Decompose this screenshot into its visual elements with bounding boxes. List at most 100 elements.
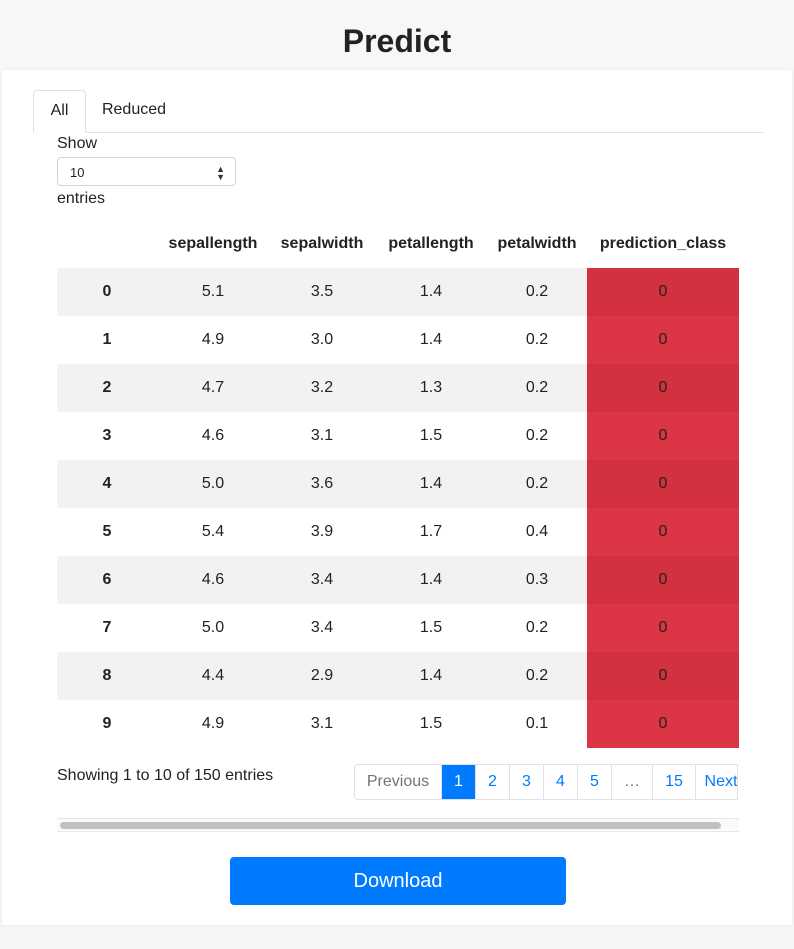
entries-label: entries	[57, 190, 106, 207]
row-index-cell: 4	[57, 460, 157, 508]
page-title: Predict	[0, 0, 794, 70]
header-prediction-class[interactable]: prediction_class	[599, 235, 727, 252]
row-index-cell: 8	[57, 652, 157, 700]
pagination-previous[interactable]: Previous	[366, 773, 430, 790]
row-index-cell: 5	[57, 508, 157, 556]
table-row: 6 4.6 3.4 1.4 0.3 0	[57, 556, 739, 604]
prediction-class-cell: 0	[587, 508, 739, 556]
sepallength-cell: 4.6	[157, 556, 269, 604]
sepalwidth-cell: 3.4	[269, 556, 375, 604]
petallength-cell: 1.4	[375, 652, 487, 700]
header-petallength[interactable]: petallength	[388, 235, 474, 252]
table-row: 2 4.7 3.2 1.3 0.2 0	[57, 364, 739, 412]
petallength-cell: 1.3	[375, 364, 487, 412]
petallength-cell: 1.5	[375, 700, 487, 748]
pagination-ellipsis: …	[611, 765, 652, 799]
row-index-cell: 3	[57, 412, 157, 460]
header-index[interactable]	[57, 220, 157, 268]
petallength-cell: 1.7	[375, 508, 487, 556]
scrollbar-thumb[interactable]	[60, 822, 721, 829]
table-row: 4 5.0 3.6 1.4 0.2 0	[57, 460, 739, 508]
table-row: 8 4.4 2.9 1.4 0.2 0	[57, 652, 739, 700]
sepalwidth-cell: 3.9	[269, 508, 375, 556]
petallength-cell: 1.5	[375, 604, 487, 652]
entries-select-value: 10	[70, 165, 85, 180]
pagination-page-5[interactable]: 5	[577, 765, 611, 799]
petalwidth-cell: 0.1	[487, 700, 587, 748]
main-card: All Reduced Show 10 ▲ ▼ entries sepalleng…	[2, 70, 792, 925]
pagination-page-3[interactable]: 3	[509, 765, 543, 799]
table-row: 5 5.4 3.9 1.7 0.4 0	[57, 508, 739, 556]
table-row: 3 4.6 3.1 1.5 0.2 0	[57, 412, 739, 460]
table-row: 1 4.9 3.0 1.4 0.2 0	[57, 316, 739, 364]
prediction-class-cell: 0	[587, 316, 739, 364]
table-row: 0 5.1 3.5 1.4 0.2 0	[57, 268, 739, 316]
row-index-cell: 9	[57, 700, 157, 748]
sepallength-cell: 4.7	[157, 364, 269, 412]
sort-arrows-icon: ▲ ▼	[216, 164, 225, 182]
petalwidth-cell: 0.2	[487, 652, 587, 700]
prediction-class-cell: 0	[587, 604, 739, 652]
table-row: 7 5.0 3.4 1.5 0.2 0	[57, 604, 739, 652]
sepallength-cell: 5.1	[157, 268, 269, 316]
petallength-cell: 1.4	[375, 556, 487, 604]
petalwidth-cell: 0.2	[487, 604, 587, 652]
petalwidth-cell: 0.4	[487, 508, 587, 556]
petallength-cell: 1.4	[375, 460, 487, 508]
sepallength-cell: 5.0	[157, 460, 269, 508]
petalwidth-cell: 0.2	[487, 316, 587, 364]
tab-reduced[interactable]: Reduced	[101, 101, 167, 118]
prediction-class-cell: 0	[587, 700, 739, 748]
header-sepallength[interactable]: sepallength	[168, 235, 258, 252]
petalwidth-cell: 0.3	[487, 556, 587, 604]
row-index-cell: 0	[57, 268, 157, 316]
table-row: 9 4.9 3.1 1.5 0.1 0	[57, 700, 739, 748]
pagination: Previous 1 2 3 4 5 … 15 Next	[354, 764, 738, 800]
sepallength-cell: 4.9	[157, 316, 269, 364]
petallength-cell: 1.5	[375, 412, 487, 460]
tab-all[interactable]: All	[33, 90, 86, 133]
prediction-class-cell: 0	[587, 460, 739, 508]
petalwidth-cell: 0.2	[487, 364, 587, 412]
prediction-class-cell: 0	[587, 268, 739, 316]
header-petalwidth[interactable]: petalwidth	[497, 235, 577, 252]
row-index-cell: 6	[57, 556, 157, 604]
table-info: Showing 1 to 10 of 150 entries	[57, 767, 274, 784]
row-index-cell: 2	[57, 364, 157, 412]
petalwidth-cell: 0.2	[487, 268, 587, 316]
sepalwidth-cell: 3.0	[269, 316, 375, 364]
pagination-page-2[interactable]: 2	[475, 765, 509, 799]
pagination-page-4[interactable]: 4	[543, 765, 577, 799]
prediction-class-cell: 0	[587, 364, 739, 412]
horizontal-scrollbar[interactable]	[57, 818, 739, 832]
sepallength-cell: 5.4	[157, 508, 269, 556]
sepallength-cell: 4.4	[157, 652, 269, 700]
sepallength-cell: 4.9	[157, 700, 269, 748]
sepalwidth-cell: 3.6	[269, 460, 375, 508]
entries-select[interactable]: 10 ▲ ▼	[57, 157, 236, 186]
petallength-cell: 1.4	[375, 316, 487, 364]
row-index-cell: 1	[57, 316, 157, 364]
petalwidth-cell: 0.2	[487, 460, 587, 508]
download-button[interactable]: Download	[230, 857, 566, 905]
header-sepalwidth[interactable]: sepalwidth	[280, 235, 364, 252]
sepalwidth-cell: 3.2	[269, 364, 375, 412]
prediction-class-cell: 0	[587, 412, 739, 460]
sepalwidth-cell: 2.9	[269, 652, 375, 700]
prediction-class-cell: 0	[587, 652, 739, 700]
petallength-cell: 1.4	[375, 268, 487, 316]
sepalwidth-cell: 3.4	[269, 604, 375, 652]
pagination-page-15[interactable]: 15	[652, 765, 695, 799]
show-label: Show	[57, 135, 98, 152]
predictions-table: sepallength sepalwidth petallength petal…	[57, 220, 739, 748]
sepallength-cell: 5.0	[157, 604, 269, 652]
pagination-next[interactable]: Next	[695, 765, 737, 799]
sepalwidth-cell: 3.5	[269, 268, 375, 316]
row-index-cell: 7	[57, 604, 157, 652]
sepallength-cell: 4.6	[157, 412, 269, 460]
petalwidth-cell: 0.2	[487, 412, 587, 460]
table-header-row: sepallength sepalwidth petallength petal…	[57, 220, 739, 268]
tab-bar: All Reduced	[33, 90, 764, 133]
pagination-page-1[interactable]: 1	[441, 765, 475, 799]
sepalwidth-cell: 3.1	[269, 412, 375, 460]
